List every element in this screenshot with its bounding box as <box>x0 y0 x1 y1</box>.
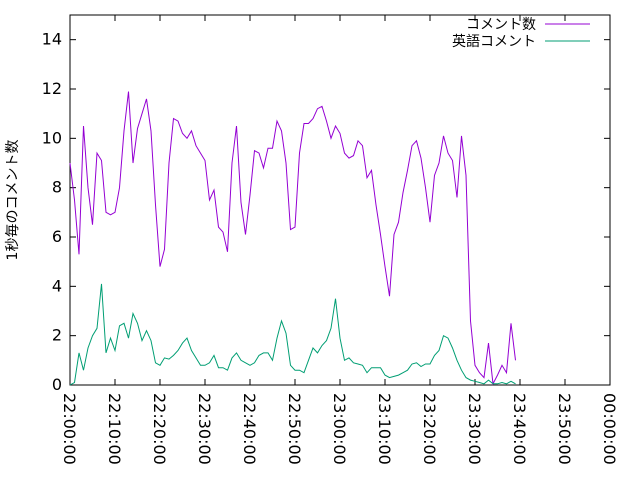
y-tick-label: 10 <box>42 128 62 147</box>
x-tick-label: 23:20:00 <box>420 393 439 465</box>
y-tick-label: 12 <box>42 79 62 98</box>
y-axis-title: 1秒毎のコメント数 <box>5 140 21 261</box>
x-tick-label: 22:20:00 <box>150 393 169 465</box>
x-tick-label: 22:40:00 <box>240 393 259 465</box>
legend-label-0: コメント数 <box>466 17 536 33</box>
y-tick-label: 14 <box>42 30 62 49</box>
x-tick-label: 23:40:00 <box>510 393 529 465</box>
x-tick-label: 23:10:00 <box>375 393 394 465</box>
y-tick-label: 0 <box>52 375 62 394</box>
y-tick-label: 8 <box>52 178 62 197</box>
legend-label-1: 英語コメント <box>452 33 536 50</box>
series-line-1 <box>69 283 516 386</box>
x-tick-label: 23:00:00 <box>330 393 349 465</box>
series-line-0 <box>69 91 516 386</box>
y-tick-label: 4 <box>52 276 62 295</box>
plot-frame <box>69 14 611 386</box>
y-tick-label: 2 <box>52 326 62 345</box>
x-tick-label: 23:30:00 <box>465 393 484 465</box>
y-tick-label: 6 <box>52 227 62 246</box>
x-tick-label: 22:50:00 <box>285 393 304 465</box>
x-tick-label: 23:50:00 <box>555 393 574 465</box>
x-tick-label: 22:00:00 <box>60 393 79 465</box>
x-tick-label: 22:30:00 <box>195 393 214 465</box>
x-tick-label: 00:00:00 <box>600 393 619 465</box>
x-tick-label: 22:10:00 <box>105 393 124 465</box>
